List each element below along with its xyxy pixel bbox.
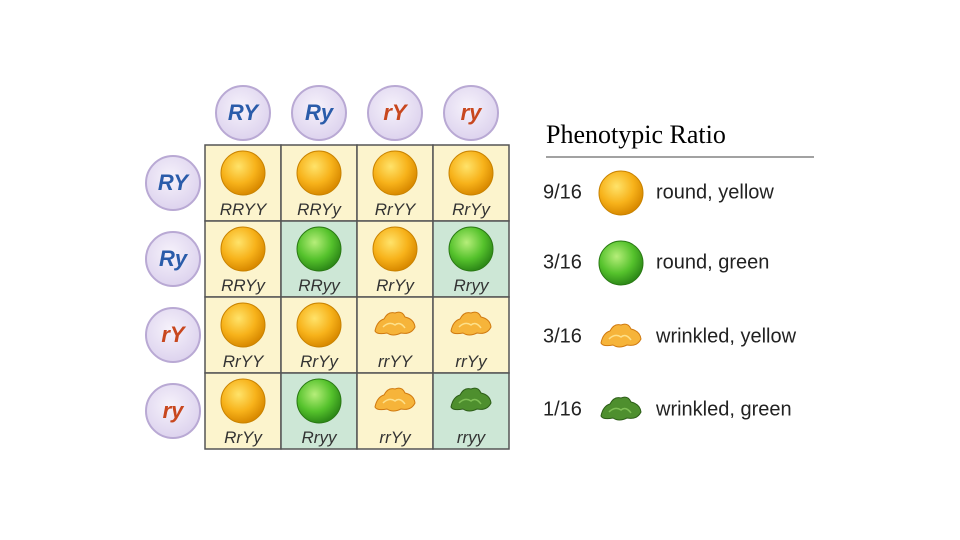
title: Phenotypic Ratio — [546, 120, 726, 149]
phenotype: wrinkled, green — [655, 398, 792, 420]
column-gamete: rY — [383, 100, 409, 125]
pea-round — [448, 226, 494, 272]
phenotype: wrinkled, yellow — [655, 325, 797, 347]
gamete-circle — [145, 383, 201, 439]
gamete-circle — [215, 85, 271, 141]
row-gamete: rY — [161, 322, 187, 347]
genotype: RrYY — [375, 200, 417, 219]
pea-round — [220, 150, 266, 196]
pea-wrinkled — [600, 323, 642, 348]
pea-wrinkled — [374, 311, 416, 336]
pea-wrinkled — [374, 387, 416, 412]
genotype: RRYy — [297, 200, 342, 219]
pea-wrinkle — [458, 322, 482, 329]
pea-wrinkled — [450, 311, 492, 336]
row-gamete: ry — [163, 398, 186, 423]
pea-round — [296, 378, 342, 424]
column-gamete: Ry — [305, 100, 335, 125]
genotype: rrYy — [379, 428, 412, 447]
gamete-circle — [145, 231, 201, 287]
pea-round — [296, 226, 342, 272]
pea-round — [296, 302, 342, 348]
pea-wrinkle — [458, 398, 482, 405]
pea-round — [296, 150, 342, 196]
pea-wrinkled — [450, 387, 492, 412]
ratio: 3/16 — [543, 251, 582, 273]
pea-round — [372, 226, 418, 272]
genotype: Rryy — [454, 276, 490, 295]
genotype: rryy — [457, 428, 487, 447]
pea-wrinkle — [608, 407, 632, 414]
pea-wrinkled — [600, 396, 642, 421]
pea-round — [220, 226, 266, 272]
gamete-circle — [291, 85, 347, 141]
pea-round — [598, 240, 644, 286]
pea-round — [220, 378, 266, 424]
genotype: RrYy — [300, 352, 339, 371]
column-gamete: RY — [228, 100, 260, 125]
pea-round — [598, 170, 644, 216]
pea-round — [448, 150, 494, 196]
pea-wrinkle — [382, 322, 406, 329]
genotype: rrYY — [378, 352, 414, 371]
genotype: RrYy — [452, 200, 491, 219]
ratio: 3/16 — [543, 325, 582, 347]
column-gamete: ry — [461, 100, 484, 125]
genotype: RrYy — [224, 428, 263, 447]
row-gamete: Ry — [159, 246, 189, 271]
gamete-circle — [367, 85, 423, 141]
genotype: rrYy — [455, 352, 488, 371]
gamete-circle — [145, 307, 201, 363]
genotype: RRYY — [220, 200, 268, 219]
pea-round — [220, 302, 266, 348]
pea-wrinkle — [608, 334, 632, 341]
ratio-legend: 9/16 round, yellow 3/16 round, green 3/16 wri… — [543, 170, 797, 421]
ratio: 1/16 — [543, 398, 582, 420]
pea-round — [372, 150, 418, 196]
gamete-circle — [145, 155, 201, 211]
genotype: Rryy — [302, 428, 338, 447]
genotype: RRYy — [221, 276, 266, 295]
ratio: 9/16 — [543, 181, 582, 203]
genotype: RrYY — [223, 352, 265, 371]
genotype: RRyy — [298, 276, 341, 295]
genotype: RrYy — [376, 276, 415, 295]
gamete-circle — [443, 85, 499, 141]
row-gamete: RY — [158, 170, 190, 195]
punnett-grid: RY Ry rY ry RY Ry rY ry RRYY RRYy RrYY RrYy RRYy RRyy… — [145, 85, 510, 450]
phenotype: round, green — [656, 251, 769, 273]
phenotype: round, yellow — [656, 181, 774, 203]
pea-wrinkle — [382, 398, 406, 405]
